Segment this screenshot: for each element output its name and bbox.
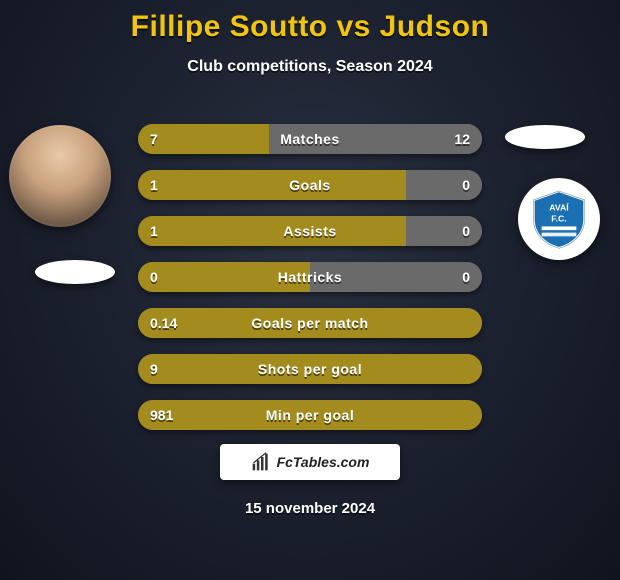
svg-text:F.C.: F.C. [551, 213, 566, 223]
stat-label: Assists [138, 216, 482, 246]
club-shield-icon: AVAÍ F.C. [528, 188, 590, 250]
stat-row: 10Assists [138, 216, 482, 246]
player-left-avatar [9, 125, 111, 227]
stat-row: 712Matches [138, 124, 482, 154]
player-left-flag [35, 260, 115, 284]
stat-label: Hattricks [138, 262, 482, 292]
stat-row: 10Goals [138, 170, 482, 200]
player-right-flag [505, 125, 585, 149]
page-title: Fillipe Soutto vs Judson [0, 0, 620, 44]
player-right-club-badge: AVAÍ F.C. [518, 178, 600, 260]
stat-label: Goals [138, 170, 482, 200]
stat-row: 0.14Goals per match [138, 308, 482, 338]
stat-label: Matches [138, 124, 482, 154]
stat-row: 9Shots per goal [138, 354, 482, 384]
page-date: 15 november 2024 [0, 500, 620, 517]
stat-label: Shots per goal [138, 354, 482, 384]
stat-label: Goals per match [138, 308, 482, 338]
svg-text:AVAÍ: AVAÍ [549, 202, 569, 212]
page-subtitle: Club competitions, Season 2024 [0, 58, 620, 76]
stats-bars: 712Matches 10Goals 10Assists 00Hattricks 0.1… [138, 124, 482, 446]
stat-row: 981Min per goal [138, 400, 482, 430]
stat-label: Min per goal [138, 400, 482, 430]
brand-logo-icon [251, 452, 271, 472]
brand-badge: FcTables.com [220, 444, 400, 480]
stat-row: 00Hattricks [138, 262, 482, 292]
brand-label: FcTables.com [277, 454, 370, 470]
